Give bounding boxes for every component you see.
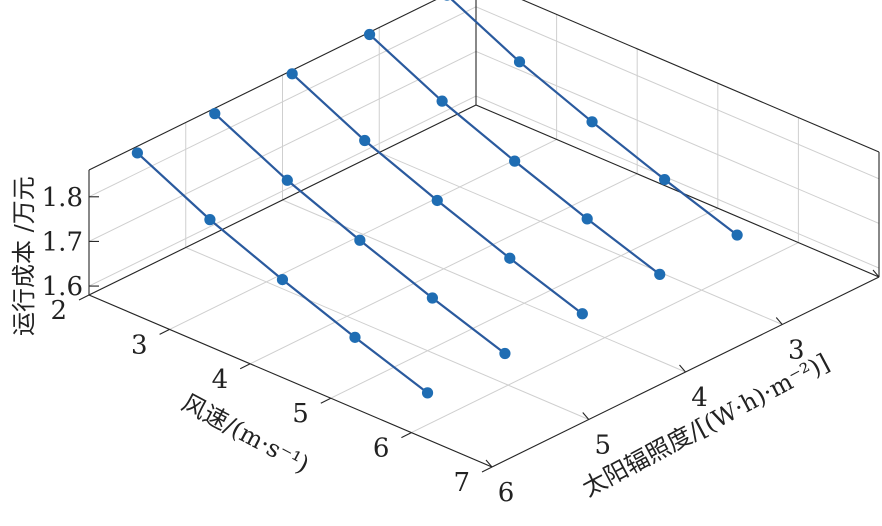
y-tick-label: 4 xyxy=(691,383,708,413)
data-point xyxy=(281,174,293,186)
axis-edge xyxy=(475,104,880,278)
y-tick-mark xyxy=(775,317,783,325)
data-point xyxy=(586,116,598,128)
data-point xyxy=(504,252,516,264)
grid-line-x xyxy=(169,14,558,330)
data-point xyxy=(513,56,526,68)
x-tick-mark xyxy=(78,294,90,301)
data-point xyxy=(286,68,298,80)
x-tick-label: 7 xyxy=(453,468,470,498)
grid-line-x xyxy=(330,83,719,399)
series-line xyxy=(291,73,584,315)
y-tick-mark xyxy=(582,412,590,420)
data-point xyxy=(509,155,521,167)
grid-line-z xyxy=(88,95,880,287)
data-point xyxy=(131,147,143,159)
y-tick-label: 3 xyxy=(788,336,805,366)
y-tick-label: 6 xyxy=(498,478,515,508)
data-point xyxy=(436,95,448,107)
data-point xyxy=(658,173,671,186)
data-point xyxy=(581,213,593,225)
data-point xyxy=(349,331,361,343)
grid-line-z xyxy=(88,50,880,242)
data-point xyxy=(426,292,438,304)
data-point xyxy=(359,134,371,147)
tick-labels: 234567234561.61.71.8 xyxy=(42,183,880,508)
data-point xyxy=(431,194,443,207)
axis-edge xyxy=(521,0,880,153)
axes-frame xyxy=(88,0,880,468)
data-point xyxy=(204,214,216,226)
data-point xyxy=(421,387,434,399)
x-tick-mark xyxy=(481,466,493,473)
data-point xyxy=(654,268,666,280)
data-point xyxy=(276,273,289,286)
z-tick-label: 1.6 xyxy=(42,272,83,302)
axis-edge xyxy=(88,0,437,171)
x-tick-mark xyxy=(320,397,332,404)
data-point xyxy=(444,0,450,1)
x-tick-label: 2 xyxy=(50,296,67,326)
x-tick-label: 5 xyxy=(292,399,309,429)
z-tick-label: 1.7 xyxy=(42,227,83,257)
x-tick-label: 6 xyxy=(373,434,390,464)
y-tick-mark xyxy=(485,459,493,468)
axis-edge xyxy=(88,104,477,296)
x-tick-label: 3 xyxy=(131,330,148,360)
y-tick-mark xyxy=(872,269,880,278)
data-point xyxy=(209,108,221,120)
data-point xyxy=(354,234,366,246)
x-tick-mark xyxy=(239,363,251,370)
grid-line-x xyxy=(411,117,799,434)
y-axis-label: 太阳辐照度/[(W·h)·m⁻²)] xyxy=(578,348,834,502)
grid-line-y xyxy=(475,0,880,278)
data-point xyxy=(363,28,376,41)
data-point xyxy=(731,229,743,241)
data-series xyxy=(131,0,743,399)
y-tick-label: 5 xyxy=(594,431,611,461)
data-point xyxy=(576,308,588,320)
data-point xyxy=(499,347,511,360)
series-line xyxy=(214,112,506,355)
z-tick-label: 1.8 xyxy=(42,183,83,213)
y-tick-mark xyxy=(679,364,686,373)
x-tick-mark xyxy=(401,432,412,439)
z-axis-label: 运行成本 /万元 xyxy=(10,176,38,336)
x-tick-mark xyxy=(159,328,170,335)
axis-edge xyxy=(88,294,493,468)
x-tick-label: 4 xyxy=(212,365,229,395)
series-line xyxy=(368,33,661,276)
